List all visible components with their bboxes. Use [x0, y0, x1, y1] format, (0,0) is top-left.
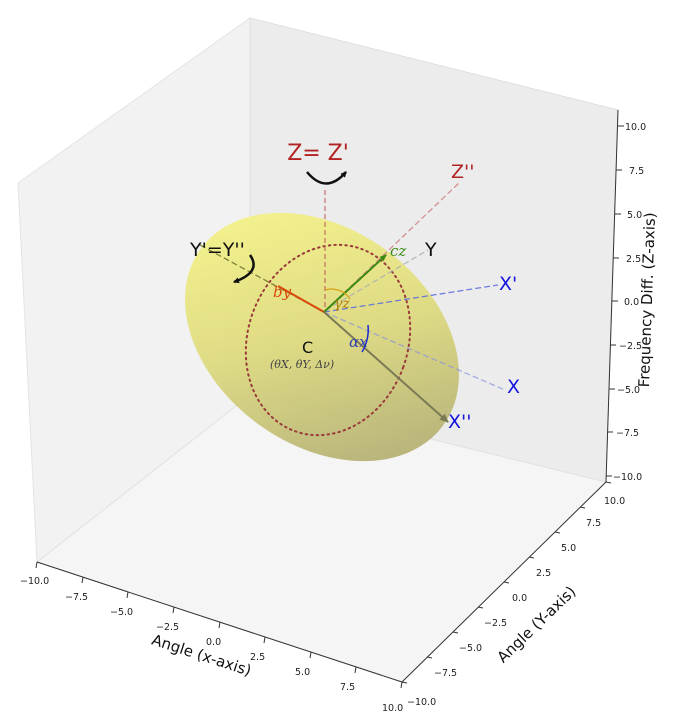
gamma-angle-arc — [324, 288, 351, 300]
x-axis-ticks: −10.0 −7.5 −5.0 −2.5 0.0 2.5 5.0 7.5 10.… — [20, 576, 403, 714]
gamma-label: γz — [334, 296, 350, 312]
x-tick-label: −10.0 — [20, 576, 49, 587]
z-tick-label: −2.5 — [619, 341, 642, 352]
y-axis-tickmarks — [401, 481, 612, 684]
y-rotation-arrow-icon — [233, 254, 255, 284]
x-reference-axis — [323, 311, 506, 391]
z-tick-label: 5.0 — [627, 210, 642, 221]
center-label: C — [302, 338, 313, 357]
cross-section-ring — [244, 243, 412, 437]
z-axis-label: Z= Z' — [287, 141, 349, 166]
x-prime-axis — [323, 284, 499, 313]
y-tick-label: 5.0 — [561, 543, 576, 554]
y-label: Y — [424, 239, 437, 261]
y-reference-axis — [325, 249, 429, 311]
z-axis-tickmarks — [606, 125, 624, 477]
ellipsoid — [185, 212, 459, 462]
z-axis-line — [605, 109, 619, 483]
alpha-label: αx — [349, 333, 368, 351]
x-label: X — [507, 376, 520, 398]
alpha-angle-arc — [361, 324, 369, 353]
z-axis-title: Frequency Diff. (Z-axis) — [635, 212, 659, 388]
y-tick-label: 10.0 — [604, 496, 625, 507]
y-tick-label: 0.0 — [512, 593, 527, 604]
z-tick-label: −5.0 — [617, 385, 640, 396]
z-tick-label: −10.0 — [613, 472, 642, 483]
x-tick-label: 10.0 — [382, 703, 403, 714]
x-tick-label: 0.0 — [206, 637, 221, 648]
y-prime-label: Y'=Y'' — [189, 239, 245, 261]
z-tick-label: −7.5 — [616, 428, 639, 439]
x-tick-label: −7.5 — [65, 592, 88, 603]
y-tick-label: −5.0 — [459, 643, 482, 654]
y-tick-label: −10.0 — [407, 697, 436, 708]
x-tick-label: 5.0 — [295, 667, 310, 678]
x-axis-tickmarks — [35, 561, 403, 689]
z-double-prime-label: Z'' — [451, 161, 474, 183]
z-tick-label: 2.5 — [626, 254, 641, 265]
z-tick-label: 0.0 — [624, 297, 639, 308]
x-double-prime-label: X'' — [448, 411, 471, 433]
z-tick-label: 10.0 — [625, 122, 646, 133]
y-tick-label: 2.5 — [536, 568, 551, 579]
z-rotation-arrow-icon — [306, 171, 347, 185]
c-z-vector — [323, 254, 387, 313]
z-tick-label: 7.5 — [629, 166, 644, 177]
y-tick-label: 7.5 — [586, 518, 601, 529]
x-tick-label: −2.5 — [156, 622, 179, 633]
b-y-label: by — [273, 283, 292, 301]
y-tick-label: −2.5 — [484, 618, 507, 629]
x-tick-label: 2.5 — [250, 652, 265, 663]
x-tick-label: −5.0 — [110, 607, 133, 618]
x-tick-label: 7.5 — [340, 682, 355, 693]
c-z-label: cz — [390, 242, 406, 260]
x-prime-label: X' — [499, 273, 517, 295]
y-axis-ticks: −10.0 −7.5 −5.0 −2.5 0.0 2.5 5.0 7.5 10.… — [407, 496, 625, 708]
x-axis-title: Angle (x-axis) — [150, 631, 254, 680]
y-tick-label: −7.5 — [434, 668, 457, 679]
b-y-vector — [277, 285, 325, 313]
z-axis-ticks: −10.0 −7.5 −5.0 −2.5 0.0 2.5 5.0 7.5 10.… — [613, 122, 646, 483]
x-double-prime-vector — [323, 311, 449, 423]
center-coordinates: (θX, θY, Δν) — [270, 358, 334, 371]
